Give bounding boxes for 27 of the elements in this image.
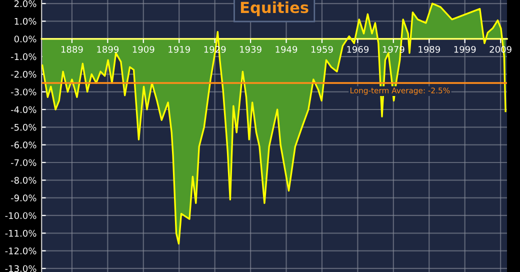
y-tick-label: -3.0% bbox=[10, 88, 36, 96]
y-tick-label: -12.0% bbox=[5, 248, 36, 254]
chart-title: Equities bbox=[240, 1, 308, 16]
x-tick-label: 1959 bbox=[311, 46, 333, 53]
x-tick-label: 1919 bbox=[168, 46, 190, 53]
y-tick-label: -2.0% bbox=[10, 70, 36, 78]
y-tick-label: -9.0% bbox=[10, 194, 36, 202]
y-tick-label: -7.0% bbox=[10, 159, 36, 166]
y-tick-label: -10.0% bbox=[5, 212, 36, 220]
x-tick-label: 1899 bbox=[97, 46, 119, 53]
x-tick-label: 1999 bbox=[454, 46, 476, 53]
y-tick-label: 2.0% bbox=[14, 0, 36, 8]
y-tick-label: -8.0% bbox=[10, 176, 36, 184]
x-tick-label: 1909 bbox=[132, 46, 154, 53]
y-tick-label: -13.0% bbox=[5, 265, 36, 272]
x-tick-label: 1889 bbox=[61, 46, 83, 53]
x-tick-label: 1949 bbox=[276, 46, 298, 53]
y-tick-label: 0.0% bbox=[14, 36, 36, 42]
y-tick-label: 1.0% bbox=[14, 18, 36, 25]
y-tick-label: -1.0% bbox=[10, 53, 36, 60]
x-tick-label: 1969 bbox=[347, 46, 369, 53]
x-tick-label: 1939 bbox=[240, 46, 262, 53]
x-tick-label: 1989 bbox=[418, 46, 440, 53]
y-tick-label: -6.0% bbox=[10, 142, 36, 148]
y-tick-label: -5.0% bbox=[10, 124, 36, 131]
y-tick-label: -11.0% bbox=[5, 230, 36, 237]
y-tick-label: -4.0% bbox=[10, 106, 36, 114]
